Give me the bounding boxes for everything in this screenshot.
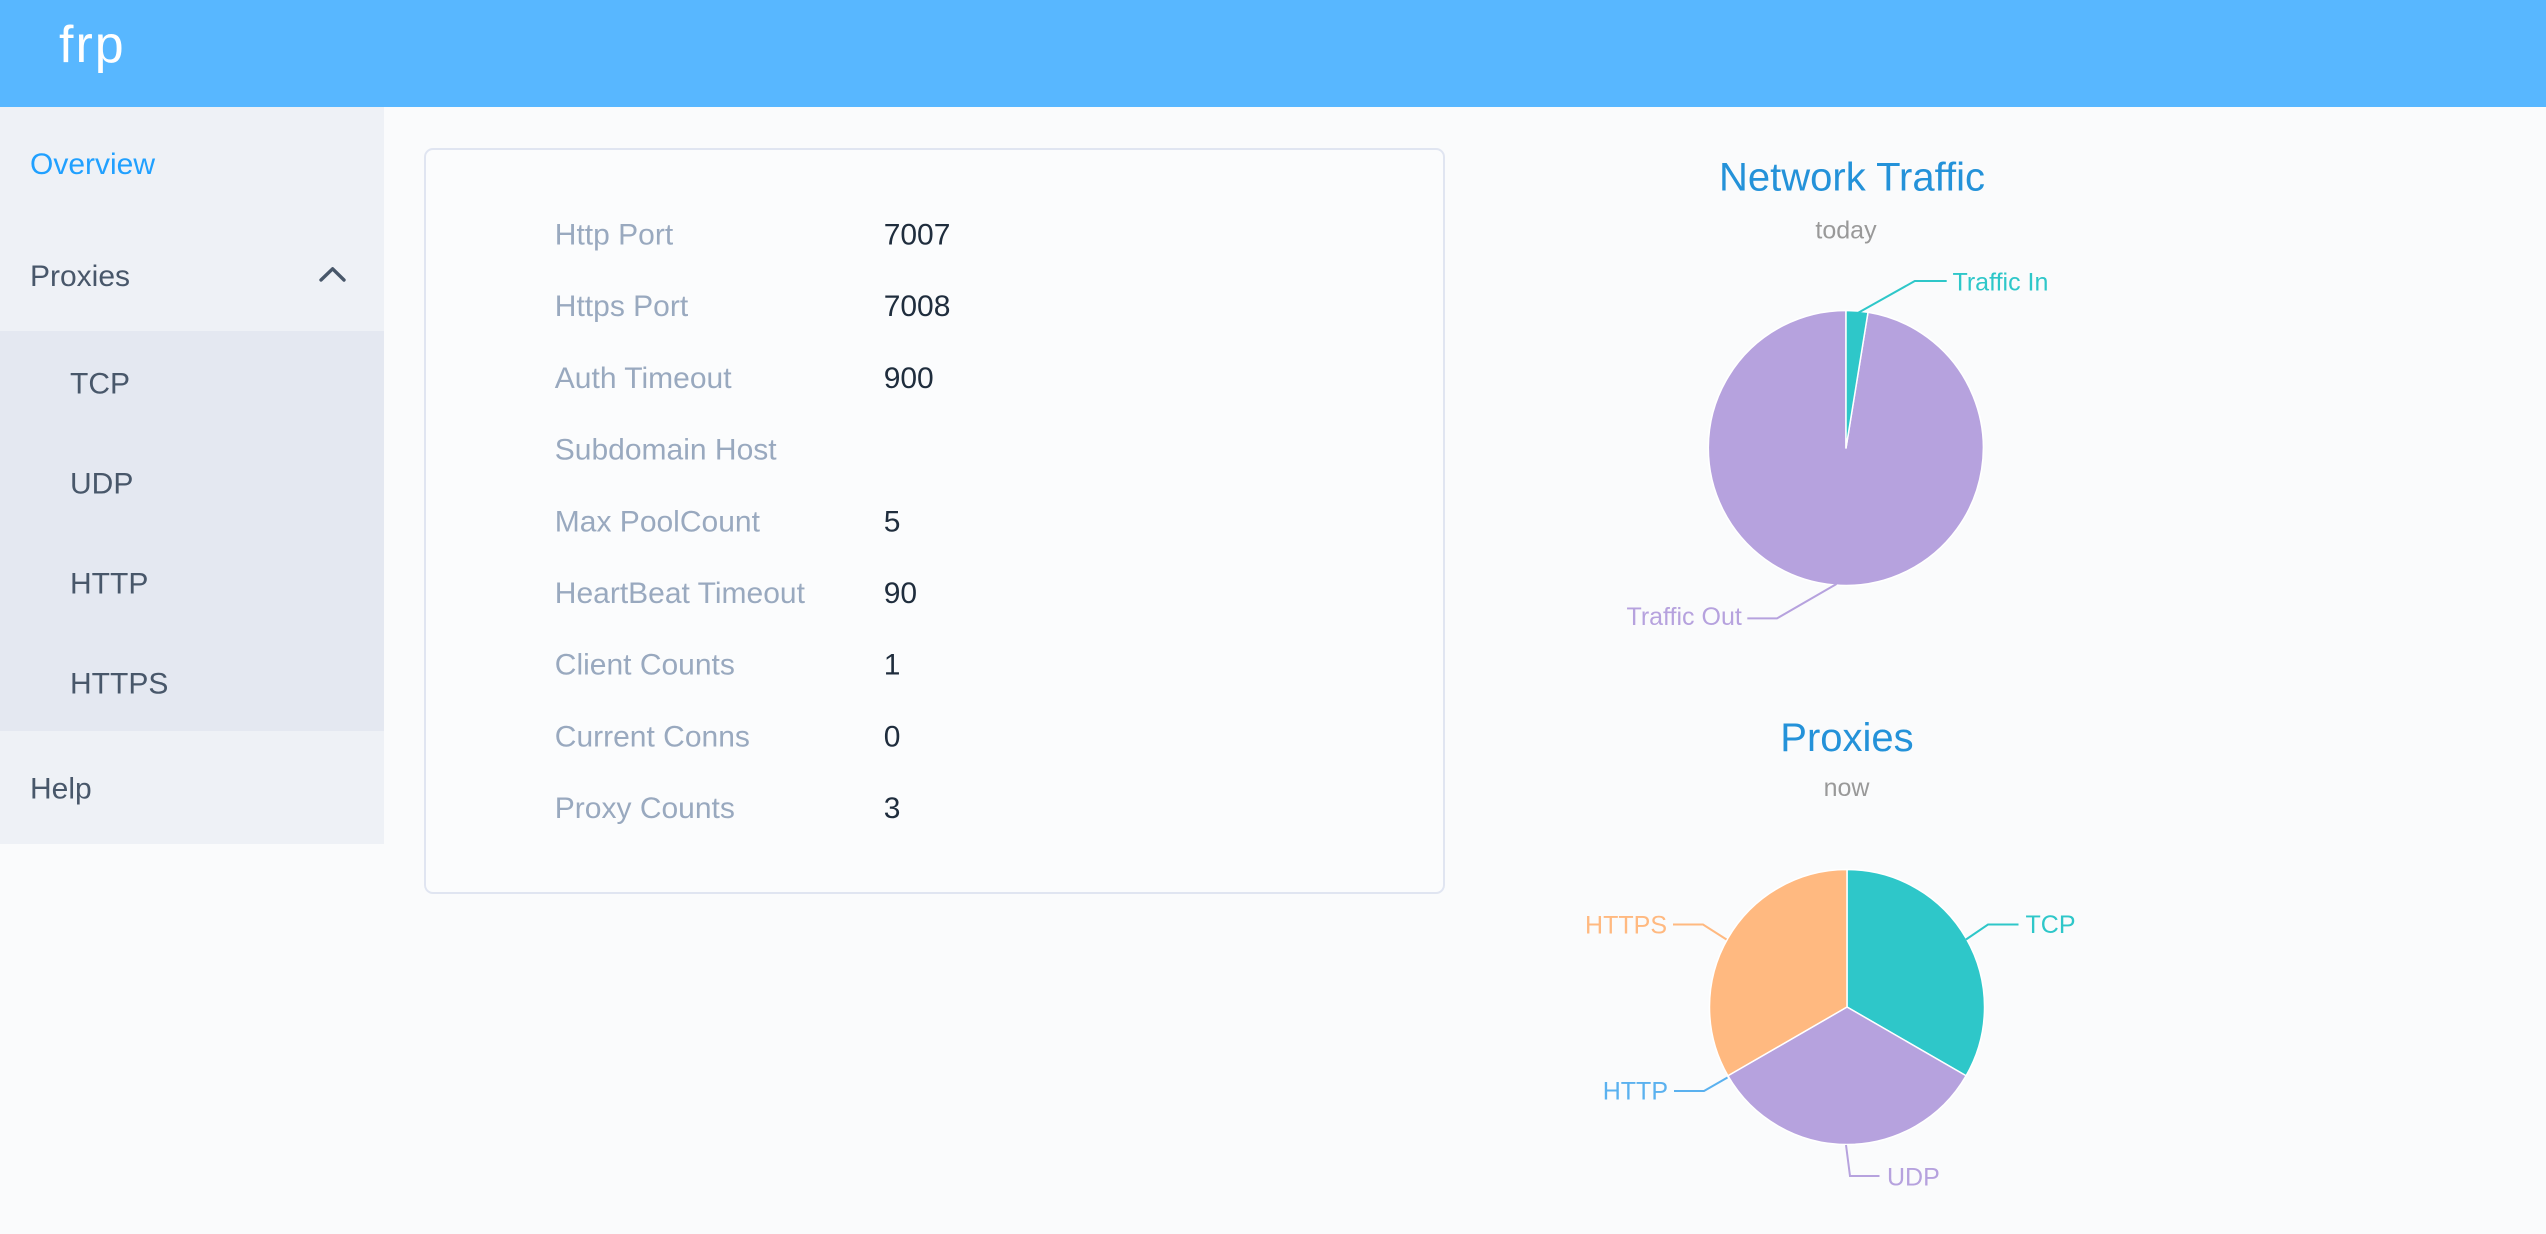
svg-text:HeartBeat Timeout: HeartBeat Timeout: [555, 577, 806, 610]
svg-text:Traffic Out: Traffic Out: [1626, 603, 1741, 631]
svg-text:Proxies: Proxies: [1780, 716, 1913, 760]
svg-text:Traffic In: Traffic In: [1953, 269, 2049, 297]
svg-text:Network Traffic: Network Traffic: [1719, 156, 1985, 200]
svg-text:900: 900: [884, 362, 934, 395]
svg-text:Http Port: Http Port: [555, 219, 674, 252]
svg-text:7008: 7008: [884, 290, 951, 323]
svg-text:Overview: Overview: [30, 148, 155, 181]
svg-text:Current Conns: Current Conns: [555, 720, 750, 753]
svg-text:HTTP: HTTP: [1603, 1078, 1668, 1106]
svg-text:5: 5: [884, 505, 901, 538]
svg-text:Max PoolCount: Max PoolCount: [555, 505, 761, 538]
svg-text:0: 0: [884, 720, 901, 753]
svg-text:Subdomain Host: Subdomain Host: [555, 434, 777, 467]
svg-text:frp: frp: [59, 16, 126, 74]
svg-text:7007: 7007: [884, 219, 951, 252]
svg-text:TCP: TCP: [2026, 911, 2076, 939]
svg-text:TCP: TCP: [70, 367, 130, 400]
svg-text:Proxies: Proxies: [30, 260, 130, 293]
svg-text:Auth Timeout: Auth Timeout: [555, 362, 732, 395]
svg-text:Client Counts: Client Counts: [555, 649, 735, 682]
svg-text:1: 1: [884, 649, 901, 682]
svg-text:HTTP: HTTP: [70, 567, 148, 600]
svg-text:Help: Help: [30, 773, 92, 806]
svg-text:today: today: [1815, 217, 1877, 245]
svg-text:90: 90: [884, 577, 917, 610]
svg-text:Proxy Counts: Proxy Counts: [555, 792, 735, 825]
svg-text:UDP: UDP: [1887, 1164, 1940, 1192]
svg-text:now: now: [1824, 774, 1871, 802]
svg-text:HTTPS: HTTPS: [70, 668, 168, 701]
svg-text:UDP: UDP: [70, 467, 133, 500]
svg-text:Https Port: Https Port: [555, 290, 689, 323]
svg-text:HTTPS: HTTPS: [1585, 912, 1667, 940]
svg-text:3: 3: [884, 792, 901, 825]
